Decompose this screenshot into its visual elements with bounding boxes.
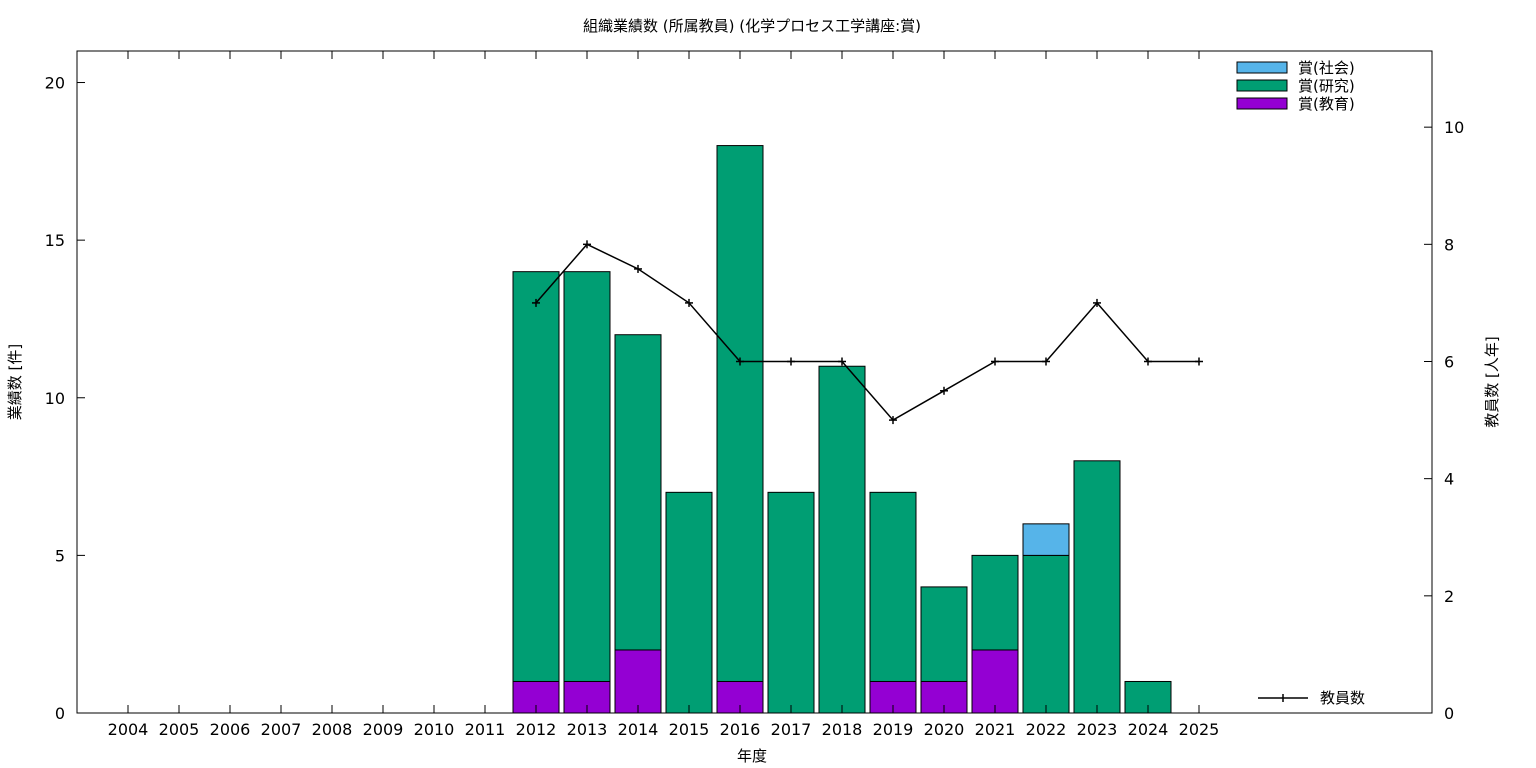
y-tick-label: 0 [55, 704, 65, 723]
y-axis-label: 業績数 [件] [6, 344, 24, 420]
bar-segment [920, 586, 968, 682]
bar-segment [716, 145, 764, 682]
x-axis-label: 年度 [737, 747, 767, 765]
legend-label: 賞(研究) [1298, 77, 1355, 95]
line-point [1144, 357, 1152, 366]
y2-tick-label: 10 [1444, 118, 1464, 137]
line-point [1195, 357, 1203, 366]
x-tick-label: 2015 [669, 720, 710, 739]
x-tick-label: 2022 [1026, 720, 1067, 739]
line-point [991, 357, 999, 366]
legend-label: 賞(教育) [1298, 95, 1355, 113]
x-tick-label: 2024 [1128, 720, 1169, 739]
bar-segment [971, 554, 1019, 651]
line-point [838, 357, 846, 366]
bar-segment [971, 649, 1019, 714]
legend: 賞(社会)賞(研究)賞(教育) 教員数 [1236, 59, 1365, 707]
bar-segment [818, 365, 866, 714]
line-point [889, 416, 897, 425]
line-point [787, 357, 795, 366]
bar-segment [1073, 460, 1121, 714]
x-tick-label: 2012 [516, 720, 557, 739]
legend-swatch [1236, 61, 1288, 74]
bar-segment [614, 334, 662, 651]
line-point [940, 386, 948, 395]
x-tick-label: 2004 [108, 720, 149, 739]
line-point [583, 240, 591, 249]
line-point [532, 298, 540, 307]
y2-axis-label: 教員数 [人年] [1483, 336, 1501, 427]
x-tick-label: 2021 [975, 720, 1016, 739]
line-point [685, 298, 693, 307]
y2-tick-label: 8 [1444, 235, 1454, 254]
x-tick-label: 2016 [720, 720, 761, 739]
line-point [1042, 357, 1050, 366]
plot-frame [76, 50, 1433, 714]
x-tick-label: 2013 [567, 720, 608, 739]
x-tick-label: 2011 [465, 720, 506, 739]
bar-segment [665, 491, 713, 714]
line-layer [532, 240, 1203, 425]
bar-segment [869, 491, 917, 682]
legend-label: 賞(社会) [1298, 59, 1355, 77]
chart-title: 組織業績数 (所属教員) (化学プロセス工学講座:賞) [583, 17, 921, 35]
legend-swatch [1236, 79, 1288, 92]
x-tick-label: 2009 [363, 720, 404, 739]
y2-tick-label: 6 [1444, 352, 1454, 371]
y-tick-label: 5 [55, 546, 65, 565]
x-tick-label: 2017 [771, 720, 812, 739]
y-tick-label: 20 [45, 74, 65, 93]
axes-layer: 0 5 10 15 20 0 2 4 6 8 10 2004 2005 2006 2007 2008 2009 2… [45, 51, 1464, 739]
bars-layer [512, 145, 1172, 714]
x-tick-label: 2019 [873, 720, 914, 739]
x-tick-label: 2005 [159, 720, 200, 739]
x-tick-label: 2010 [414, 720, 455, 739]
x-tick-label: 2020 [924, 720, 965, 739]
y-tick-label: 15 [45, 231, 65, 250]
bar-segment [614, 649, 662, 714]
bar-segment [512, 271, 560, 682]
y-tick-label: 10 [45, 389, 65, 408]
y2-tick-label: 2 [1444, 587, 1454, 606]
y2-tick-label: 0 [1444, 704, 1454, 723]
x-tick-label: 2023 [1077, 720, 1118, 739]
x-tick-label: 2014 [618, 720, 659, 739]
line-series-path [535, 243, 1199, 422]
bar-segment [1022, 523, 1070, 556]
bar-segment [767, 491, 815, 714]
legend-swatch [1236, 97, 1288, 110]
x-tick-label: 2008 [312, 720, 353, 739]
x-tick-label: 2025 [1179, 720, 1220, 739]
line-point [736, 357, 744, 366]
bar-segment [563, 271, 611, 682]
y2-tick-label: 4 [1444, 470, 1454, 489]
x-tick-label: 2006 [210, 720, 251, 739]
line-point [1093, 298, 1101, 307]
line-point [634, 264, 642, 273]
x-tick-label: 2007 [261, 720, 302, 739]
x-tick-label: 2018 [822, 720, 863, 739]
bar-segment [1022, 554, 1070, 714]
legend-label: 教員数 [1320, 689, 1365, 707]
